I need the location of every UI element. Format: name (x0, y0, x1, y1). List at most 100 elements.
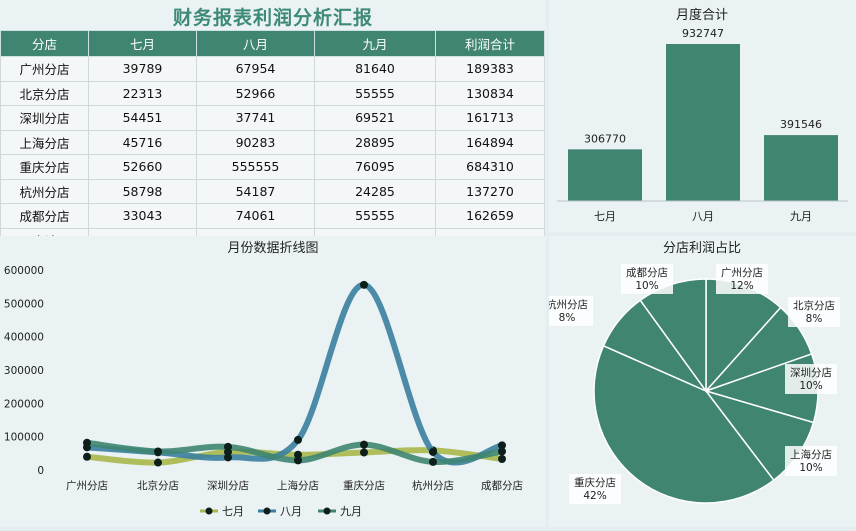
legend-label: 七月 (222, 505, 244, 518)
data-point (360, 280, 368, 289)
y-tick-label: 200000 (4, 398, 44, 410)
pie-slice (593, 344, 775, 504)
table-row: 重庆分店 52660 555555 76095 684310 (0, 154, 545, 180)
table-row: 上海分店 45716 90283 28895 164894 (0, 129, 545, 155)
pie-label-name: 杭州分店 (549, 298, 588, 311)
data-point (83, 452, 91, 461)
bar-chart-panel: 月度合计 306770 七月 932747 八月 391546 九月 (549, 0, 856, 232)
report-table-panel: 财务报表利润分析汇报 分店 七月 八月 九月 利润合计 广州分店 39789 679… (0, 0, 546, 253)
pie-label-name: 深圳分店 (790, 366, 832, 379)
pie-label-box (541, 296, 593, 326)
pie-label-box (785, 446, 837, 476)
pie-label-percent: 12% (730, 280, 753, 292)
header-total: 利润合计 (435, 30, 545, 57)
x-tick-label: 上海分店 (277, 479, 319, 492)
data-point (429, 447, 437, 456)
table-row: 深圳分店 54451 37741 69521 161713 (0, 105, 545, 131)
table-cell: 74061 (196, 203, 315, 229)
table-row: 北京分店 22313 52966 55555 130834 (0, 80, 545, 106)
profit-table: 分店 七月 八月 九月 利润合计 广州分店 39789 67954 81640 1893… (0, 30, 545, 253)
line-chart-panel: 月份数据折线图 0 100000 200000 300000 400000 500000 60… (0, 236, 546, 527)
legend-label: 九月 (340, 505, 362, 518)
header-branch: 分店 (0, 30, 89, 57)
row-label: 成都分店 (0, 203, 89, 229)
data-point (224, 442, 232, 451)
pie-label-percent: 10% (799, 380, 822, 392)
bar-value-label: 932747 (682, 27, 724, 40)
x-tick-label: 重庆分店 (343, 479, 385, 492)
legend-label: 八月 (280, 505, 302, 518)
data-point (154, 447, 162, 456)
legend-marker (205, 507, 213, 515)
bar-category-label: 九月 (790, 210, 812, 223)
bar-category-label: 八月 (692, 210, 714, 223)
data-point (224, 453, 232, 462)
data-point (154, 458, 162, 467)
table-cell: 162659 (435, 203, 545, 229)
bar-chart: 月度合计 306770 七月 932747 八月 391546 九月 (557, 7, 848, 223)
y-tick-label: 0 (37, 465, 44, 477)
table-cell: 67954 (196, 56, 315, 82)
pie-label-name: 成都分店 (626, 266, 668, 279)
header-aug: 八月 (196, 30, 315, 57)
table-cell: 22313 (88, 80, 197, 106)
y-tick-label: 500000 (4, 298, 44, 310)
y-tick-label: 400000 (4, 332, 44, 344)
header-jul: 七月 (88, 30, 197, 57)
x-tick-label: 深圳分店 (207, 479, 249, 492)
pie-label-box (716, 264, 768, 294)
y-tick-label: 100000 (4, 432, 44, 444)
table-cell: 37741 (196, 105, 315, 131)
bar-value-label: 306770 (584, 132, 626, 145)
table-cell: 54451 (88, 105, 197, 131)
line-chart: 月份数据折线图 0 100000 200000 300000 400000 500000 60… (4, 241, 523, 518)
data-point (360, 440, 368, 449)
legend-marker (263, 507, 271, 515)
data-point (429, 457, 437, 466)
table-cell: 24285 (314, 178, 436, 204)
table-cell: 161713 (435, 105, 545, 131)
pie-label-name: 北京分店 (793, 299, 835, 312)
pie-label-name: 上海分店 (790, 448, 832, 461)
table-cell: 33043 (88, 203, 197, 229)
x-tick-label: 成都分店 (481, 479, 523, 492)
table-cell: 55555 (314, 203, 436, 229)
table-cell: 69521 (314, 105, 436, 131)
pie-label-percent: 10% (799, 462, 822, 474)
bar (666, 44, 740, 201)
table-cell: 81640 (314, 56, 436, 82)
header-sep: 九月 (314, 30, 436, 57)
row-label: 广州分店 (0, 56, 89, 82)
table-cell: 189383 (435, 56, 545, 82)
x-tick-label: 杭州分店 (412, 479, 454, 492)
bar-category-label: 七月 (594, 210, 616, 223)
row-label: 重庆分店 (0, 154, 89, 180)
table-cell: 55555 (314, 80, 436, 106)
pie-label-box (785, 364, 837, 394)
bar-value-label: 391546 (780, 118, 822, 131)
line-chart-title: 月份数据折线图 (227, 241, 318, 256)
table-cell: 52660 (88, 154, 197, 180)
table-cell: 164894 (435, 129, 545, 155)
data-point (294, 450, 302, 459)
table-cell: 52966 (196, 80, 315, 106)
bar (568, 149, 642, 201)
pie-label-box (788, 297, 840, 327)
data-point (498, 441, 506, 450)
x-tick-label: 北京分店 (137, 479, 179, 492)
table-row: 广州分店 39789 67954 81640 189383 (0, 56, 545, 82)
table-body: 广州分店 39789 67954 81640 189383 北京分店 22313 52966 5… (0, 56, 545, 253)
table-row: 杭州分店 58798 54187 24285 137270 (0, 178, 545, 204)
pie-label-name: 重庆分店 (574, 476, 616, 489)
bar-chart-title: 月度合计 (676, 7, 728, 23)
pie-chart-title: 分店利润占比 (663, 241, 741, 256)
table-cell: 684310 (435, 154, 545, 180)
table-cell: 555555 (196, 154, 315, 180)
pie-chart-panel: 分店利润占比 广州分店 12% 北京分店 8% 深圳分店 10% 上海分店 10% 重庆分店 42%… (541, 236, 856, 527)
table-row: 成都分店 33043 74061 55555 162659 (0, 203, 545, 229)
